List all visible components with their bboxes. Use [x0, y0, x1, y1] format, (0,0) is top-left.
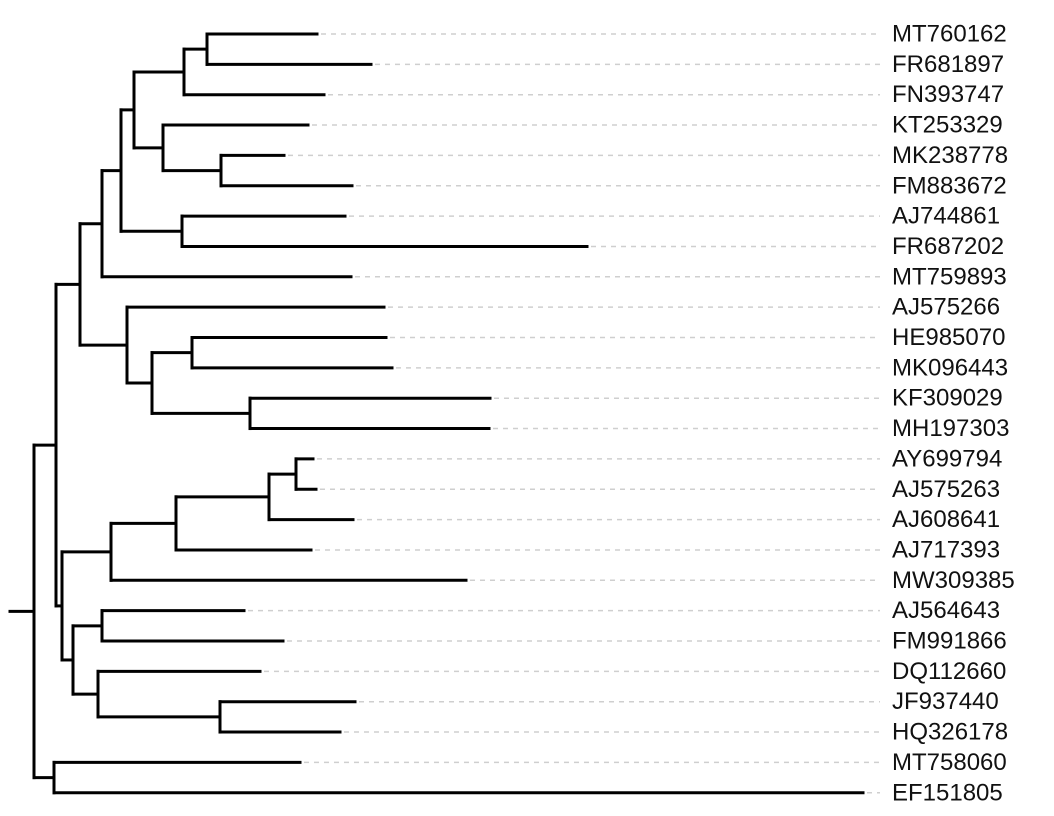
taxon-label: FR681897	[892, 51, 1004, 78]
taxon-label: AJ608641	[892, 506, 1000, 533]
taxon-label: MH197303	[892, 415, 1009, 442]
taxon-label: AJ564643	[892, 597, 1000, 624]
tree-branches	[8, 32, 865, 795]
taxon-label: MW309385	[892, 567, 1015, 594]
taxon-label: AJ575263	[892, 476, 1000, 503]
taxon-label: MT758060	[892, 749, 1007, 776]
taxon-label: FN393747	[892, 81, 1004, 108]
taxon-label: EF151805	[892, 779, 1003, 806]
taxon-label: MK238778	[892, 142, 1008, 169]
taxon-label: KT253329	[892, 112, 1003, 139]
taxon-label: MT760162	[892, 21, 1007, 48]
taxon-label: FM883672	[892, 172, 1007, 199]
taxon-label: AJ744861	[892, 203, 1000, 230]
taxon-label: KF309029	[892, 385, 1003, 412]
taxon-labels: MT760162 FR681897 FN393747 KT253329 MK238778…	[892, 21, 1015, 807]
taxon-label: MK096443	[892, 354, 1008, 381]
taxon-label: HE985070	[892, 324, 1005, 351]
taxon-label: FM991866	[892, 628, 1007, 655]
taxon-label: DQ112660	[892, 658, 1006, 685]
taxon-label: JF937440	[892, 688, 999, 715]
taxon-label: FR687202	[892, 233, 1004, 260]
taxon-label: AY699794	[892, 445, 1002, 472]
taxon-label: MT759893	[892, 263, 1007, 290]
taxon-label: AJ575266	[892, 294, 1000, 321]
taxon-label: HQ326178	[892, 719, 1008, 746]
leader-lines	[248, 33, 880, 794]
taxon-label: AJ717393	[892, 536, 1000, 563]
